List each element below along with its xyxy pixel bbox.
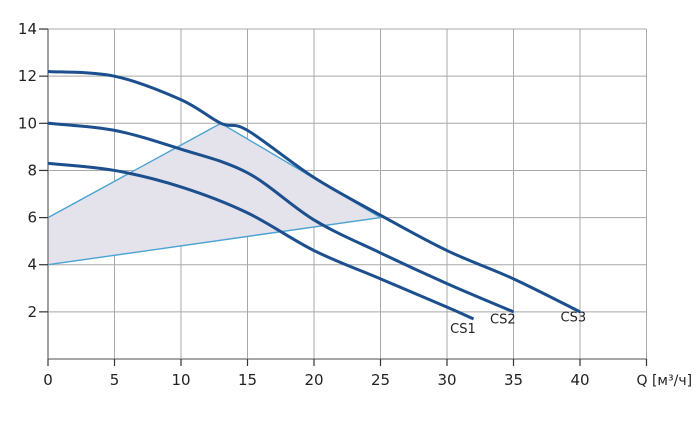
curve-cs3: [47, 69, 581, 314]
x-tick-label: 15: [238, 371, 257, 389]
curves: [47, 69, 581, 321]
x-tick-label: 0: [43, 371, 53, 389]
x-tick-label: 20: [304, 371, 323, 389]
y-tick-label: 10: [18, 114, 37, 132]
y-tick-label: 6: [27, 209, 37, 227]
operating-area-fill: [48, 123, 381, 265]
x-tick-label: 30: [437, 371, 456, 389]
label-cs1: CS1: [450, 322, 476, 337]
x-tick-label: 25: [371, 371, 390, 389]
y-tick-label: 14: [18, 20, 37, 38]
axes: 2 4 6 8 10 12 14 0 5 10 15 20 25 30 35 40 Q [м³/ч]: [18, 20, 692, 389]
curve-cs1: [47, 161, 475, 321]
operating-area: [47, 122, 381, 266]
x-axis-title: Q [м³/ч]: [637, 373, 693, 389]
x-tick-label: 40: [570, 371, 589, 389]
x-tick-label: 5: [110, 371, 120, 389]
x-tick-label: 35: [504, 371, 523, 389]
y-tick-label: 4: [27, 256, 37, 274]
x-tick-label: 10: [171, 371, 190, 389]
label-cs3: CS3: [561, 310, 587, 325]
y-tick-label: 2: [27, 303, 37, 321]
label-cs2: CS2: [490, 313, 516, 328]
y-tick-label: 8: [27, 161, 37, 179]
curve-labels: CS1 CS2 CS3: [450, 310, 586, 337]
y-tick-label: 12: [18, 67, 37, 85]
curve-cs2: [47, 121, 515, 314]
